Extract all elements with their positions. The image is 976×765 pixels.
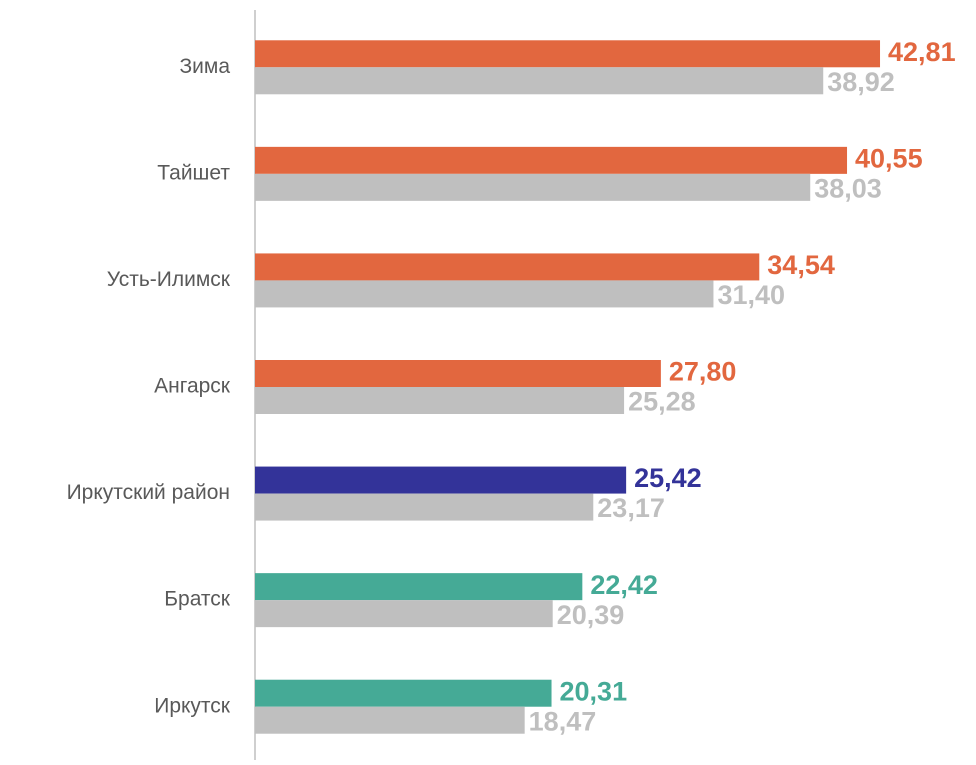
category-label: Братск	[164, 588, 231, 611]
bar	[255, 253, 760, 281]
value-label: 31,40	[717, 280, 785, 310]
value-label: 27,80	[669, 357, 737, 387]
value-label: 38,92	[827, 67, 895, 97]
bar	[255, 387, 625, 414]
bar	[255, 173, 811, 201]
bar	[255, 706, 525, 734]
bar	[255, 280, 714, 308]
category-label: Усть-Илимск	[107, 268, 231, 291]
category-label: Иркутский район	[67, 481, 230, 504]
value-label: 20,39	[557, 600, 625, 630]
category-label: Ангарск	[154, 375, 231, 398]
bar	[255, 573, 583, 601]
value-label: 18,47	[529, 706, 597, 736]
bar	[255, 40, 881, 68]
category-label: Иркутск	[154, 694, 231, 717]
bar	[255, 360, 661, 387]
value-label: 25,42	[634, 463, 702, 493]
value-label: 25,28	[628, 387, 696, 417]
bar	[255, 466, 627, 494]
value-label: 42,81	[888, 37, 956, 67]
bar	[255, 67, 824, 95]
bar	[255, 679, 552, 707]
value-label: 40,55	[855, 143, 923, 173]
value-label: 38,03	[814, 173, 882, 203]
value-label: 22,42	[590, 570, 658, 600]
value-label: 34,54	[767, 250, 835, 280]
category-label: Тайшет	[157, 161, 230, 184]
bar	[255, 146, 848, 174]
bar	[255, 600, 553, 628]
bar	[255, 493, 594, 521]
value-label: 23,17	[597, 493, 665, 523]
category-label: Зима	[179, 55, 230, 78]
value-label: 20,31	[560, 676, 628, 706]
